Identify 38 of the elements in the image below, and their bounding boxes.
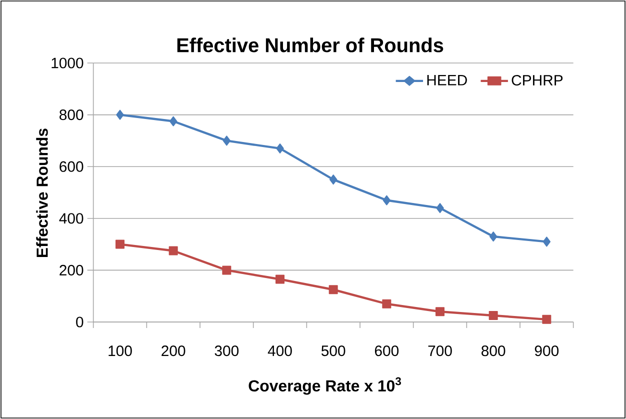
point — [542, 236, 551, 247]
y-tick-label: 0 — [76, 316, 84, 328]
x-tick-label: 700 — [428, 346, 452, 356]
point — [276, 274, 285, 284]
point — [169, 116, 178, 126]
x-tick-label: 100 — [108, 346, 132, 356]
point — [382, 195, 391, 206]
point — [488, 311, 498, 320]
y-tick-label: 400 — [59, 213, 84, 224]
legend-label: HEED — [427, 75, 467, 86]
x-tick-label: 400 — [268, 346, 292, 356]
legend-label: CPHRP — [512, 74, 563, 86]
y-axis-title: Effective Rounds — [36, 128, 48, 258]
point — [436, 307, 445, 316]
point — [222, 266, 232, 275]
point — [542, 314, 552, 324]
y-tick-label: 1000 — [52, 58, 84, 68]
chart-title: Effective Number of Rounds — [177, 38, 444, 52]
point — [489, 232, 498, 242]
point — [436, 203, 444, 214]
point — [116, 110, 124, 120]
x-axis-title: Coverage Rate x 10$^{3}$ — [248, 377, 401, 395]
point — [276, 143, 284, 154]
y-tick-label: 800 — [60, 110, 84, 120]
point — [222, 136, 231, 146]
x-tick-label: 200 — [162, 346, 186, 356]
y-tick-label: 200 — [60, 264, 84, 276]
y-tick-label: 600 — [60, 161, 84, 172]
point — [328, 285, 338, 294]
x-tick-label: 500 — [321, 346, 346, 356]
x-tick-label: 900 — [534, 346, 559, 356]
point — [116, 240, 125, 249]
x-tick-label: 800 — [482, 346, 506, 356]
point — [168, 246, 178, 256]
x-tick-label: 300 — [214, 346, 239, 356]
point — [382, 299, 392, 308]
point — [329, 174, 338, 185]
x-tick-label: 600 — [374, 346, 399, 356]
